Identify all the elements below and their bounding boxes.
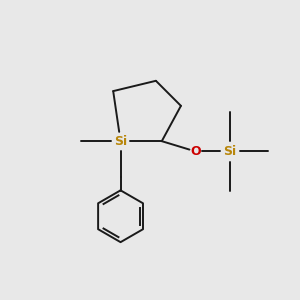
Text: Si: Si — [223, 145, 236, 158]
Text: O: O — [190, 145, 201, 158]
Text: Si: Si — [114, 135, 127, 148]
